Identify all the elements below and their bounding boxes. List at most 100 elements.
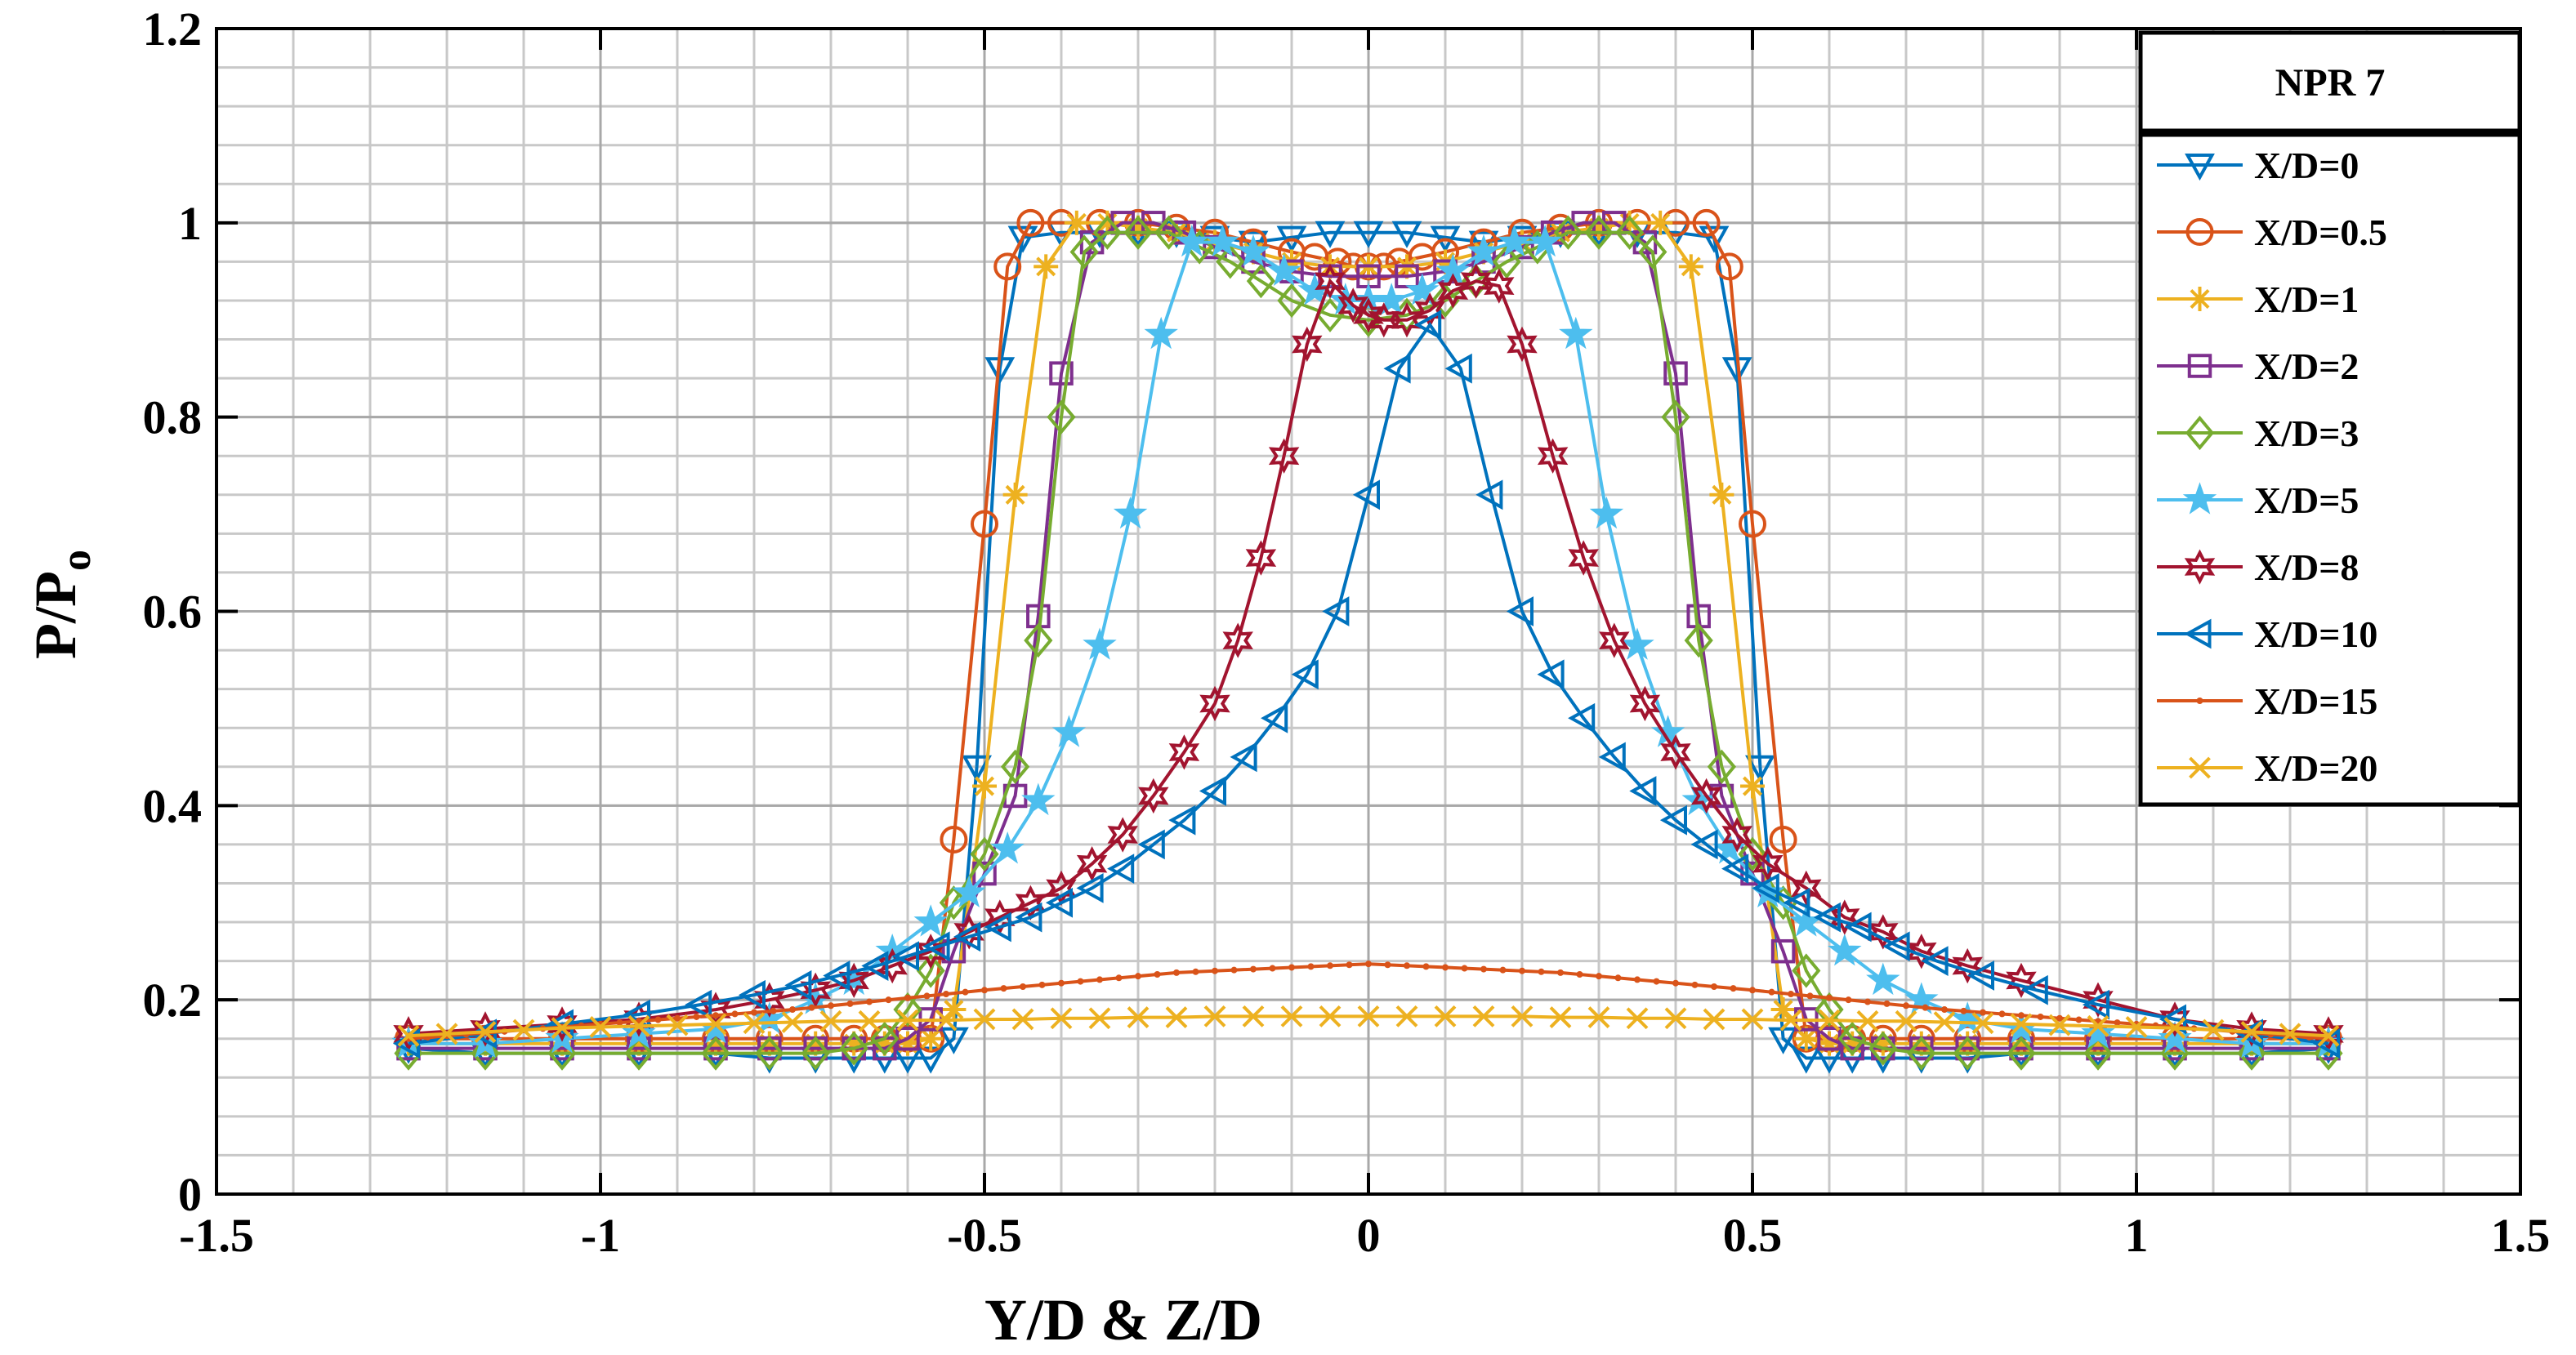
data-point-x-d-15 <box>1020 983 1026 990</box>
data-point-x-d-0-5 <box>1715 252 1743 281</box>
data-point-x-d-20 <box>1626 1007 1649 1030</box>
data-point-x-d-15 <box>1788 991 1794 998</box>
data-point-x-d-0 <box>1315 221 1346 248</box>
data-point-x-d-10 <box>1659 805 1687 836</box>
data-point-x-d-5 <box>1405 273 1440 305</box>
data-point-x-d-15 <box>1230 966 1238 974</box>
data-point-x-d-15 <box>2114 1019 2121 1027</box>
data-point-x-d-20 <box>1319 1005 1342 1027</box>
data-point-x-d-5 <box>913 904 948 937</box>
data-point-x-d-3 <box>1837 1021 1867 1056</box>
data-point-x-d-20 <box>1088 1007 1111 1030</box>
series-line-x-d-10 <box>408 322 2329 1045</box>
legend-item-x-d-20: X/D=20 <box>2157 747 2377 789</box>
legend-box <box>2138 132 2522 807</box>
data-point-x-d-15 <box>981 987 988 994</box>
data-point-x-d-20 <box>2087 1014 2109 1037</box>
data-point-x-d-10 <box>1882 931 1910 962</box>
y-tick-label: 0.8 <box>143 391 203 444</box>
data-point-x-d-3 <box>1614 215 1645 250</box>
legend-label: X/D=10 <box>2254 613 2377 655</box>
data-point-x-d-3 <box>1907 1036 1936 1071</box>
data-point-x-d-0 <box>1430 225 1461 253</box>
data-point-x-d-15 <box>1538 968 1545 975</box>
legend-label: X/D=3 <box>2254 412 2359 454</box>
data-point-x-d-5 <box>1374 283 1409 315</box>
data-point-x-d-2 <box>1049 361 1074 386</box>
legend-label: X/D=0 <box>2254 145 2359 186</box>
data-point-x-d-15 <box>1442 964 1449 971</box>
data-point-x-d-15 <box>1960 1007 1967 1014</box>
data-point-x-d-8 <box>1507 326 1538 363</box>
data-point-x-d-20 <box>1895 1010 1917 1032</box>
data-point-x-d-10 <box>1383 353 1411 384</box>
y-tick-label: 0.4 <box>143 779 203 832</box>
data-point-x-d-20 <box>1856 1010 1879 1032</box>
data-point-x-d-10 <box>1261 702 1288 733</box>
data-point-x-d-20 <box>2202 1018 2225 1041</box>
data-point-x-d-8 <box>1268 438 1300 474</box>
data-point-x-d-15 <box>1077 978 1084 985</box>
data-point-x-d-10 <box>984 912 1011 943</box>
data-point-x-d-15 <box>846 1000 854 1007</box>
legend-item-x-d-0: X/D=0 <box>2157 145 2359 186</box>
data-point-x-d-10 <box>1967 961 1994 991</box>
y-axis-label-main: P/P <box>23 571 88 659</box>
data-point-x-d-20 <box>1203 1005 1226 1027</box>
data-point-x-d-15 <box>789 1006 796 1014</box>
data-point-x-d-8 <box>1599 622 1630 658</box>
series-x-d-10 <box>392 310 2340 1059</box>
data-point-x-d-3 <box>1553 215 1583 250</box>
data-point-x-d-8 <box>393 1016 424 1052</box>
data-point-x-d-20 <box>1050 1007 1073 1030</box>
data-point-x-d-20 <box>743 1012 766 1035</box>
data-point-x-d-15 <box>904 994 911 1001</box>
data-point-x-d-20 <box>474 1020 497 1043</box>
data-point-x-d-8 <box>2236 1011 2267 1047</box>
data-point-x-d-8 <box>1537 438 1569 474</box>
data-point-x-d-10 <box>1045 887 1073 918</box>
data-point-x-d-3 <box>970 836 999 871</box>
data-point-x-d-5 <box>952 875 986 907</box>
data-point-x-d-8 <box>547 1006 578 1042</box>
data-point-x-d-20 <box>1741 1008 1764 1031</box>
data-point-x-d-3 <box>1246 264 1276 299</box>
legend-item-x-d-8: X/D=8 <box>2157 546 2359 588</box>
data-point-x-d-3 <box>1584 215 1614 250</box>
data-point-x-d-15 <box>674 1014 681 1022</box>
data-point-x-d-20 <box>1587 1006 1610 1028</box>
data-point-x-d-8 <box>1199 685 1230 722</box>
data-point-x-d-3 <box>1047 399 1076 435</box>
data-point-x-d-20 <box>1779 1009 1802 1032</box>
data-point-x-d-5 <box>752 1001 787 1034</box>
data-point-x-d-10 <box>1476 479 1503 510</box>
data-point-x-d-20 <box>2317 1024 2340 1047</box>
data-point-x-d-15 <box>1768 988 1775 996</box>
data-point-x-d-15 <box>1998 1010 2006 1018</box>
data-point-x-d-20 <box>2010 1013 2033 1036</box>
data-point-x-d-15 <box>654 1016 662 1023</box>
x-tick-label: 0 <box>1357 1209 1381 1262</box>
data-point-x-d-20 <box>1242 1005 1265 1027</box>
data-point-x-d-10 <box>685 989 712 1020</box>
data-point-x-d-8 <box>1952 947 1983 984</box>
data-point-x-d-3 <box>1661 399 1690 435</box>
data-point-x-d-0-5 <box>1692 208 1721 237</box>
data-point-x-d-15 <box>1269 965 1276 972</box>
data-point-x-d-3 <box>1024 623 1053 658</box>
data-point-x-d-10 <box>784 969 812 1001</box>
x-tick-label: -1 <box>581 1209 620 1262</box>
data-point-x-d-3 <box>916 953 945 988</box>
data-point-x-d-10 <box>1813 902 1841 933</box>
data-point-x-d-2 <box>1770 938 1796 964</box>
data-point-x-d-5 <box>1266 253 1301 286</box>
data-point-x-d-15 <box>1806 992 1814 1000</box>
data-point-x-d-20 <box>1011 1008 1034 1031</box>
data-point-x-d-10 <box>1107 854 1135 885</box>
data-point-x-d-3 <box>1154 215 1184 250</box>
data-point-x-d-15 <box>1941 1006 1948 1014</box>
data-point-x-d-3 <box>1953 1036 1982 1071</box>
data-point-x-d-8 <box>953 914 984 950</box>
data-point-x-d-5 <box>1205 224 1240 257</box>
data-point-x-d-10 <box>1015 902 1042 933</box>
